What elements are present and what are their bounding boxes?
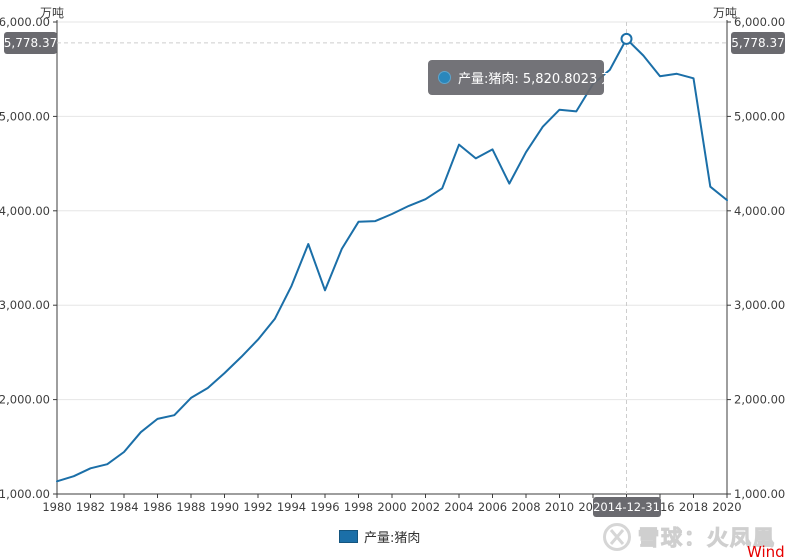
x-tick-label: 1980 xyxy=(42,500,71,514)
x-tick-label: 2000 xyxy=(377,500,406,514)
x-tick-label: 2006 xyxy=(478,500,507,514)
y-tick-label-right: 6,000.00 xyxy=(734,15,785,29)
y-axis-unit-right: 万吨 xyxy=(713,6,738,20)
hover-marker xyxy=(620,32,633,45)
hover-tooltip: 产量:猪肉: 5,820.8023 万吨 xyxy=(428,60,627,95)
y-axis-unit-left: 万吨 xyxy=(40,6,65,20)
x-tick-label: 2018 xyxy=(679,500,708,514)
xueqiu-logo-icon xyxy=(603,523,631,551)
series-dot-icon xyxy=(438,71,451,84)
crosshair-value-badge-left: 5,778.37 xyxy=(4,31,57,54)
y-tick-label-left: 4,000.00 xyxy=(0,204,50,218)
legend-item-pork[interactable]: 产量:猪肉 xyxy=(339,527,420,546)
plot-area[interactable] xyxy=(57,22,727,494)
y-tick-label-right: 2,000.00 xyxy=(734,393,785,407)
crosshair-date-badge: 2014-12-31 xyxy=(592,497,661,517)
x-tick-label: 2004 xyxy=(444,500,473,514)
legend-label: 产量:猪肉 xyxy=(364,531,421,546)
x-tick-label: 1986 xyxy=(143,500,172,514)
y-tick-label-left: 1,000.00 xyxy=(0,487,50,501)
tooltip-text: 产量:猪肉: 5,820.8023 万吨 xyxy=(458,72,628,87)
x-tick-label: 1998 xyxy=(344,500,373,514)
x-tick-label: 1992 xyxy=(243,500,272,514)
x-tick-label: 1994 xyxy=(277,500,306,514)
y-tick-label-left: 5,000.00 xyxy=(0,109,50,123)
y-tick-label-right: 1,000.00 xyxy=(734,487,785,501)
x-tick-label: 1996 xyxy=(310,500,339,514)
x-tick-label: 1984 xyxy=(109,500,138,514)
watermark: 雪球：火凤凰 xyxy=(600,520,776,554)
crosshair-value-badge-right: 5,778.37 xyxy=(731,31,785,54)
legend-swatch-icon xyxy=(339,530,358,543)
y-tick-label-left: 6,000.00 xyxy=(0,15,50,29)
x-tick-label: 1982 xyxy=(76,500,105,514)
x-tick-label: 1990 xyxy=(210,500,239,514)
x-tick-label: 2010 xyxy=(545,500,574,514)
y-tick-label-left: 3,000.00 xyxy=(0,298,50,312)
y-tick-label-right: 4,000.00 xyxy=(734,204,785,218)
series-line-pork xyxy=(56,37,728,483)
y-tick-label-left: 2,000.00 xyxy=(0,393,50,407)
x-tick-label: 1988 xyxy=(176,500,205,514)
wind-provider-label: Wind xyxy=(747,543,785,560)
y-tick-label-right: 3,000.00 xyxy=(734,298,785,312)
y-tick-label-right: 5,000.00 xyxy=(734,109,785,123)
x-tick-label: 2008 xyxy=(511,500,540,514)
x-tick-label: 2002 xyxy=(411,500,440,514)
x-tick-label: 2020 xyxy=(712,500,741,514)
watermark-brand: 雪球：火凤凰 xyxy=(638,526,776,551)
